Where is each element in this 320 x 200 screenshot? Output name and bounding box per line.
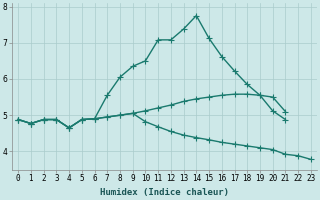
X-axis label: Humidex (Indice chaleur): Humidex (Indice chaleur) <box>100 188 229 197</box>
